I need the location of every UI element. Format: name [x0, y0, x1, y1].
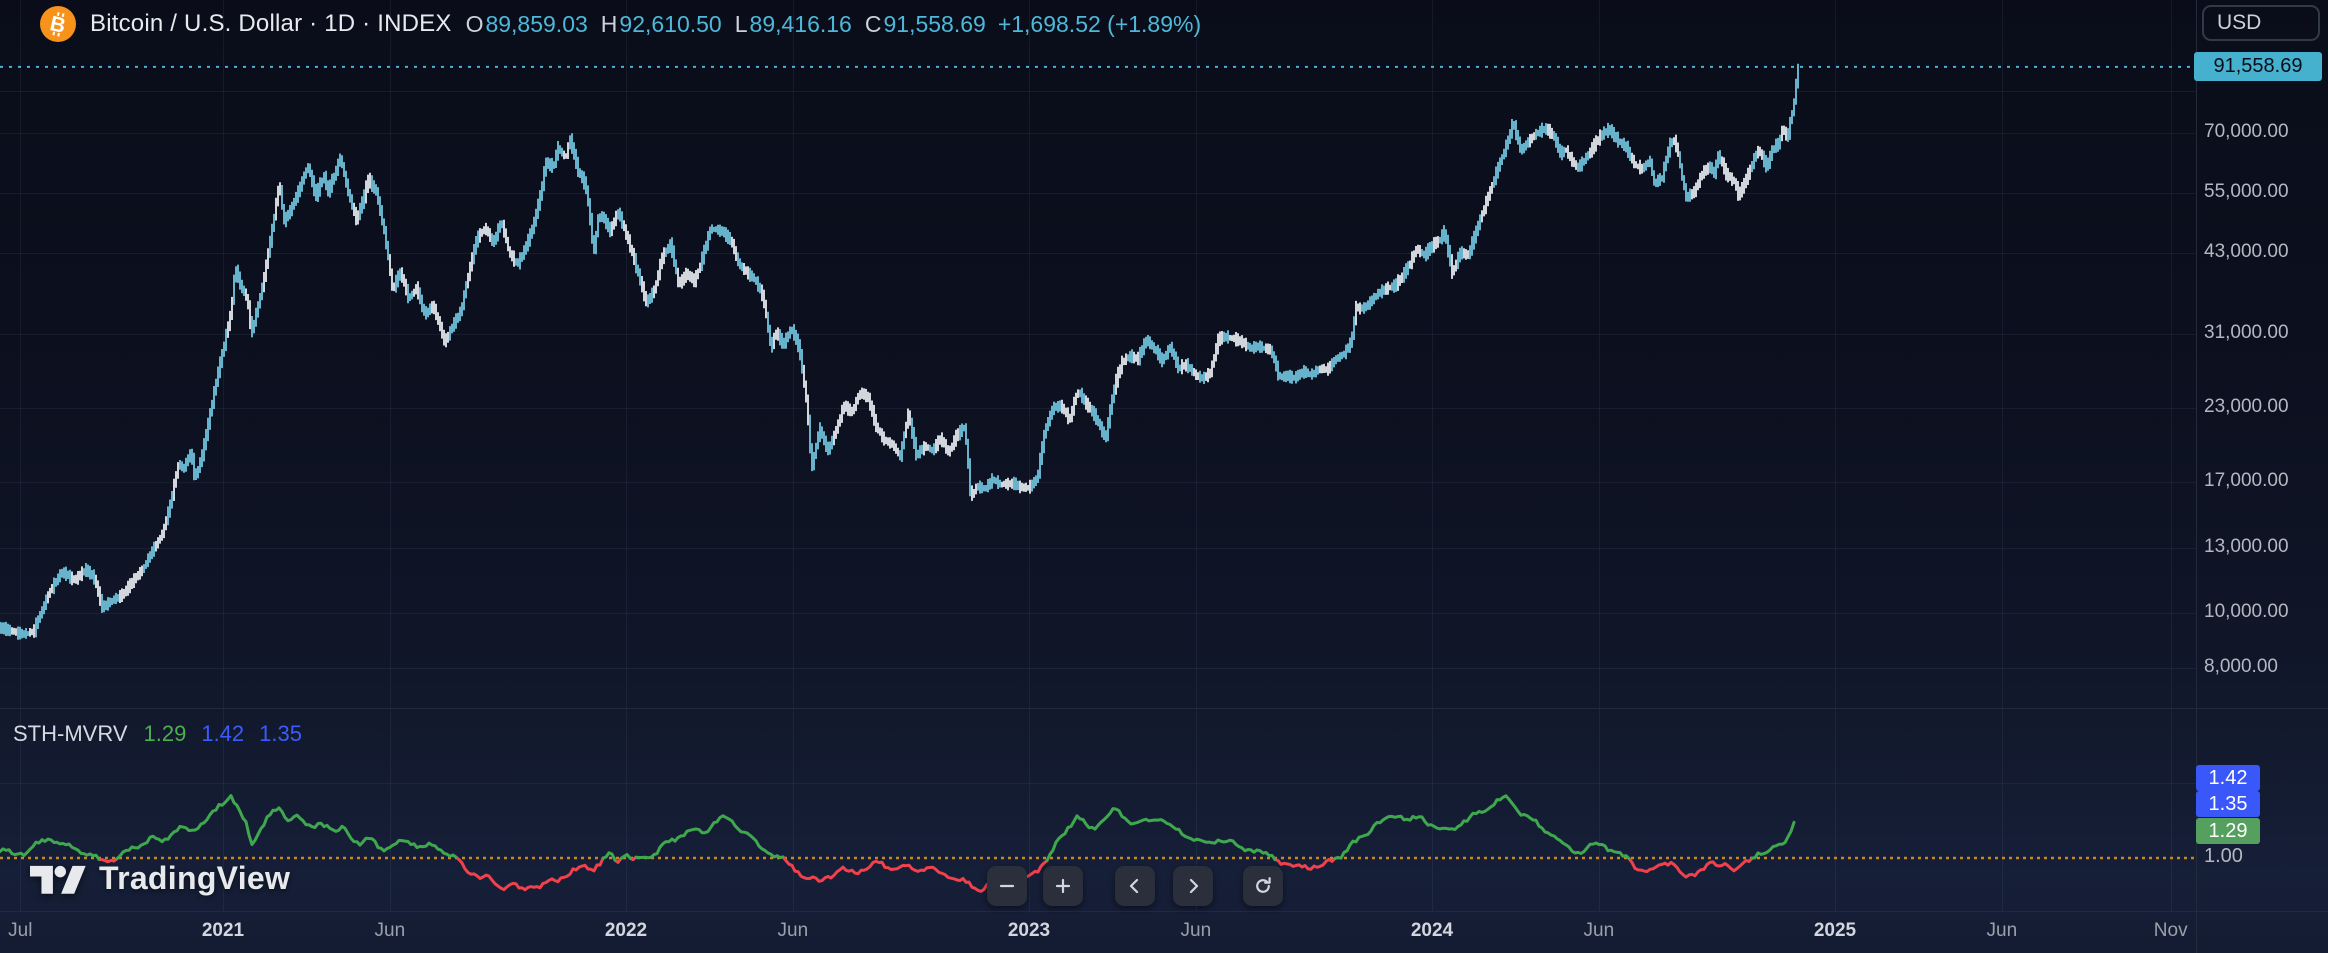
- chevron-left-icon: [1129, 878, 1139, 894]
- zoom-in-button[interactable]: [1043, 866, 1083, 906]
- time-tick-label: Jun: [1986, 920, 2018, 941]
- scroll-left-button[interactable]: [1115, 866, 1155, 906]
- chart-nav-toolbar: [987, 866, 1283, 906]
- time-tick-label: Jul: [8, 920, 33, 941]
- price-tick-label: 55,000.00: [2204, 180, 2289, 202]
- price-tick-label: 10,000.00: [2204, 600, 2289, 622]
- current-price-label: 91,558.69: [2194, 52, 2322, 81]
- time-axis[interactable]: Jul 2021 Jun 2022 Jun 2023 Jun 2024 Jun 2025 Jun No…: [0, 911, 2328, 953]
- zoom-out-button[interactable]: [987, 866, 1027, 906]
- svg-text:B: B: [48, 12, 68, 38]
- high-label: H: [600, 10, 618, 37]
- price-tick-label: 13,000.00: [2204, 536, 2289, 558]
- indicator-baseline-label: 1.00: [2204, 845, 2243, 867]
- price-tick-label: 43,000.00: [2204, 241, 2289, 263]
- open-value: 89,859.03: [485, 10, 588, 37]
- tradingview-wordmark: TradingView: [99, 860, 291, 896]
- close-label: C: [864, 10, 882, 37]
- time-tick-label: 2025: [1813, 920, 1857, 941]
- scroll-right-button[interactable]: [1173, 866, 1213, 906]
- price-tick-label: 31,000.00: [2204, 321, 2289, 343]
- tradingview-logo[interactable]: TradingView: [28, 860, 290, 897]
- price-axis[interactable]: 70,000.00 55,000.00 43,000.00 31,000.00 23,0…: [2196, 0, 2328, 911]
- indicator-value-last: 1.29: [143, 721, 187, 746]
- reset-arrow-icon: [1256, 877, 1271, 893]
- price-tick-label: 70,000.00: [2204, 121, 2289, 143]
- symbol-title[interactable]: Bitcoin / U.S. Dollar · 1D · INDEX: [90, 10, 452, 37]
- change-readout: +1,698.52 (+1.89%): [997, 10, 1202, 37]
- indicator-legend: STH-MVRV 1.29 1.42 1.35: [13, 721, 302, 747]
- indicator-values: 1.29 1.42 1.35: [144, 721, 302, 747]
- bitcoin-icon: B: [40, 6, 76, 42]
- time-tick-label: 2023: [1007, 920, 1051, 941]
- time-tick-label: Nov: [2153, 920, 2188, 941]
- indicator-axis-label-135: 1.35: [2196, 791, 2260, 817]
- chevron-right-icon: [1189, 878, 1199, 894]
- ohlc-readout: O 89,859.03 H 92,610.50 L 89,416.16 C 91,558…: [466, 11, 986, 38]
- time-tick-label: Jun: [777, 920, 809, 941]
- time-tick-label: Jun: [1180, 920, 1212, 941]
- time-tick-label: 2021: [201, 920, 245, 941]
- tradingview-mark-icon: [30, 865, 86, 894]
- symbol-header: B Bitcoin / U.S. Dollar · 1D · INDEX O 89…: [40, 6, 1201, 42]
- time-tick-label: 2022: [604, 920, 648, 941]
- open-label: O: [465, 10, 484, 37]
- low-label: L: [734, 10, 748, 37]
- price-tick-label: 23,000.00: [2204, 395, 2289, 417]
- currency-button[interactable]: USD: [2202, 5, 2320, 41]
- indicator-title[interactable]: STH-MVRV: [13, 721, 128, 746]
- indicator-axis-label-129: 1.29: [2196, 818, 2260, 844]
- indicator-value-mid: 1.35: [259, 721, 302, 746]
- plus-icon: [1055, 878, 1071, 894]
- close-value: 91,558.69: [883, 10, 986, 37]
- price-tick-label: 8,000.00: [2204, 656, 2278, 677]
- minus-icon: [999, 884, 1015, 888]
- indicator-axis-label-142: 1.42: [2196, 765, 2260, 791]
- reset-chart-button[interactable]: [1243, 866, 1283, 906]
- low-value: 89,416.16: [749, 10, 852, 37]
- time-tick-label: 2024: [1410, 920, 1454, 941]
- time-tick-label: Jun: [1583, 920, 1615, 941]
- high-value: 92,610.50: [619, 10, 722, 37]
- indicator-value-upper: 1.42: [201, 721, 245, 746]
- time-tick-label: Jun: [374, 920, 406, 941]
- price-tick-label: 17,000.00: [2204, 470, 2289, 492]
